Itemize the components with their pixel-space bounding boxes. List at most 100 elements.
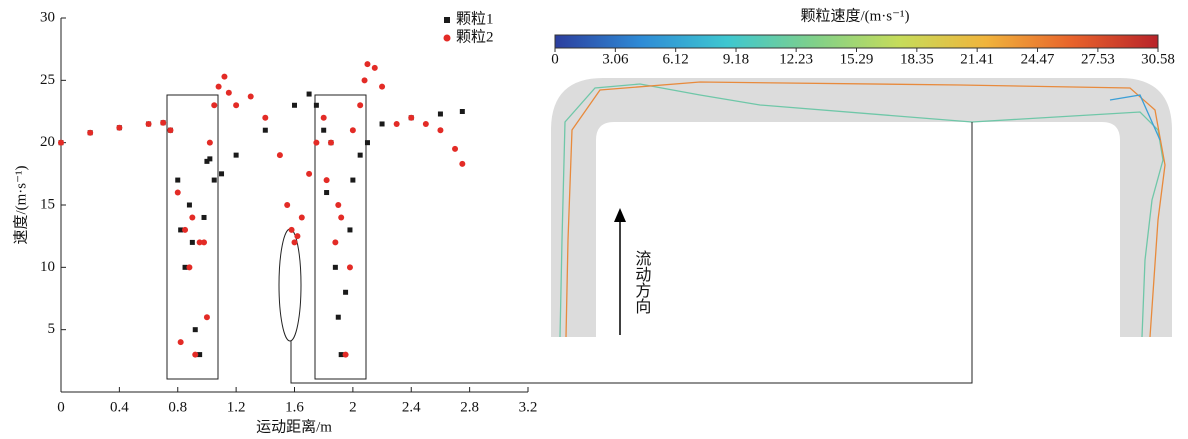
point bbox=[292, 102, 297, 108]
point bbox=[452, 145, 459, 152]
point bbox=[203, 314, 210, 321]
colorbar-title: 颗粒速度/(m·s⁻¹) bbox=[800, 7, 909, 24]
point bbox=[437, 111, 443, 117]
colorbar-tick-label: 21.41 bbox=[960, 51, 994, 67]
point bbox=[201, 239, 208, 246]
point bbox=[233, 152, 239, 158]
point bbox=[221, 73, 228, 80]
x-tick-label: 2.8 bbox=[460, 399, 479, 415]
legend-label: 颗粒2 bbox=[456, 28, 494, 45]
point bbox=[225, 89, 232, 96]
point bbox=[422, 120, 429, 127]
x-tick-label: 3.2 bbox=[519, 399, 538, 415]
x-tick-label: 1.6 bbox=[285, 399, 304, 415]
point bbox=[313, 102, 319, 108]
point bbox=[201, 214, 207, 220]
point bbox=[207, 156, 213, 162]
point bbox=[186, 264, 193, 271]
pipe bbox=[551, 78, 1172, 337]
point bbox=[332, 239, 339, 246]
point bbox=[145, 120, 152, 127]
point bbox=[87, 129, 94, 136]
point bbox=[306, 91, 312, 97]
highlight-box bbox=[166, 94, 219, 380]
point bbox=[177, 339, 184, 346]
flow-label: 流动方向 bbox=[632, 250, 651, 314]
point bbox=[196, 239, 203, 246]
point bbox=[192, 327, 198, 333]
point bbox=[323, 177, 330, 184]
point bbox=[167, 127, 174, 134]
point bbox=[211, 102, 218, 109]
y-tick-label: 25 bbox=[40, 72, 55, 88]
colorbar-tick-label: 9.18 bbox=[723, 51, 749, 67]
point bbox=[459, 160, 466, 167]
point bbox=[335, 314, 341, 320]
point bbox=[262, 114, 269, 121]
colorbar bbox=[554, 34, 1159, 49]
point bbox=[174, 189, 181, 196]
x-tick-label: 0.8 bbox=[168, 399, 187, 415]
flow-arrow-head bbox=[614, 208, 626, 222]
y-tick-label: 5 bbox=[48, 321, 56, 337]
point bbox=[211, 177, 217, 183]
point bbox=[357, 152, 363, 158]
point bbox=[288, 226, 295, 233]
point bbox=[379, 121, 385, 127]
point bbox=[343, 289, 349, 295]
point bbox=[338, 214, 345, 221]
point bbox=[379, 83, 386, 90]
point bbox=[189, 239, 195, 245]
point bbox=[58, 139, 64, 146]
point bbox=[189, 214, 196, 221]
colorbar-tick-label: 3.06 bbox=[602, 51, 629, 67]
colorbar-tick-label: 15.29 bbox=[840, 51, 874, 67]
point bbox=[437, 127, 444, 134]
point bbox=[306, 170, 313, 177]
point bbox=[364, 140, 370, 146]
colorbar-tick-label: 27.53 bbox=[1081, 51, 1115, 67]
colorbar-tick-label: 24.47 bbox=[1021, 51, 1055, 67]
point bbox=[327, 139, 334, 146]
point bbox=[178, 227, 184, 233]
colorbar-tick-label: 6.12 bbox=[663, 51, 689, 67]
colorbar-tick-label: 30.58 bbox=[1141, 51, 1175, 67]
y-tick-label: 20 bbox=[40, 134, 55, 150]
point bbox=[276, 152, 283, 159]
point bbox=[347, 227, 353, 233]
point bbox=[335, 202, 342, 208]
colorbar-tick-label: 12.23 bbox=[779, 51, 813, 67]
point bbox=[313, 139, 320, 146]
point bbox=[349, 127, 356, 134]
point bbox=[186, 202, 192, 208]
point bbox=[320, 114, 327, 121]
legend-marker bbox=[443, 34, 451, 42]
point bbox=[361, 77, 368, 84]
connector bbox=[290, 122, 973, 384]
point bbox=[175, 177, 181, 183]
x-tick-label: 1.2 bbox=[227, 399, 246, 415]
y-tick-label: 30 bbox=[40, 9, 55, 25]
point bbox=[233, 102, 240, 109]
point bbox=[116, 124, 123, 131]
x-tick-label: 0 bbox=[57, 399, 65, 415]
x-axis-label: 运动距离/m bbox=[256, 418, 332, 435]
y-axis-label: 速度/(m·s⁻¹) bbox=[12, 165, 29, 244]
y-tick-label: 10 bbox=[40, 259, 55, 275]
legend-marker bbox=[444, 17, 450, 23]
highlight-box bbox=[314, 94, 367, 380]
point bbox=[338, 352, 344, 358]
point bbox=[371, 64, 378, 71]
legend-label: 颗粒1 bbox=[456, 10, 494, 27]
point bbox=[408, 114, 415, 121]
point bbox=[206, 139, 213, 146]
point bbox=[192, 351, 199, 358]
x-tick-label: 2.4 bbox=[402, 399, 421, 415]
point bbox=[342, 351, 349, 358]
point bbox=[357, 102, 364, 109]
point bbox=[160, 119, 167, 126]
point bbox=[393, 120, 400, 127]
x-tick-label: 0.4 bbox=[110, 399, 129, 415]
point bbox=[298, 214, 305, 221]
